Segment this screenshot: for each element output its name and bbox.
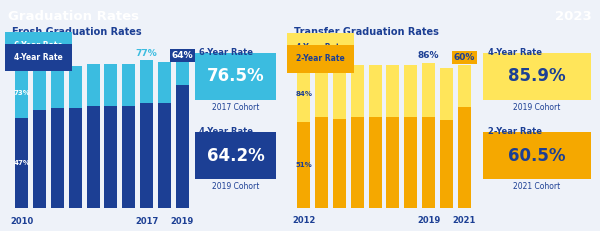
Bar — [33, 66, 46, 110]
Text: 86%: 86% — [418, 51, 439, 60]
Bar — [51, 66, 64, 108]
Bar — [458, 65, 470, 107]
Bar — [104, 106, 118, 208]
Bar — [386, 117, 400, 208]
Text: 76.5%: 76.5% — [206, 67, 265, 85]
Bar — [86, 64, 100, 106]
Bar — [368, 65, 382, 117]
Text: 2010: 2010 — [10, 216, 34, 225]
FancyBboxPatch shape — [195, 132, 276, 179]
Text: 2017: 2017 — [135, 216, 158, 225]
Text: 4-Year Rate: 4-Year Rate — [296, 43, 344, 52]
Text: 2-Year Rate: 2-Year Rate — [488, 127, 542, 136]
Text: 64.2%: 64.2% — [206, 147, 265, 165]
Text: 64%: 64% — [172, 51, 193, 60]
Bar — [33, 110, 46, 208]
Bar — [140, 60, 153, 103]
Text: 4-Year Rate: 4-Year Rate — [488, 48, 542, 57]
Bar — [440, 120, 453, 208]
Text: 2021: 2021 — [452, 216, 476, 225]
Bar — [368, 117, 382, 208]
Bar — [158, 103, 171, 208]
Bar — [386, 65, 400, 117]
Bar — [176, 85, 188, 208]
Text: Frosh Graduation Rates: Frosh Graduation Rates — [12, 27, 142, 37]
Text: 2019 Cohort: 2019 Cohort — [514, 103, 560, 112]
FancyBboxPatch shape — [195, 53, 276, 100]
Bar — [16, 118, 28, 208]
Text: Graduation Rates: Graduation Rates — [8, 10, 139, 23]
Text: 6-Year Rate: 6-Year Rate — [199, 48, 253, 57]
Bar — [51, 108, 64, 208]
Text: 73%: 73% — [13, 90, 30, 96]
Text: 85.9%: 85.9% — [508, 67, 566, 85]
Bar — [122, 64, 135, 106]
Text: 47%: 47% — [13, 160, 31, 166]
Text: 60.5%: 60.5% — [508, 147, 566, 165]
Text: 2017 Cohort: 2017 Cohort — [212, 103, 259, 112]
Bar — [122, 106, 135, 208]
Bar — [404, 65, 417, 117]
Bar — [351, 117, 364, 208]
Text: 2019: 2019 — [170, 216, 194, 225]
Text: 4-Year Rate: 4-Year Rate — [14, 53, 62, 62]
Bar — [69, 108, 82, 208]
Bar — [86, 106, 100, 208]
Bar — [298, 66, 310, 122]
Bar — [422, 63, 435, 117]
Bar — [16, 68, 28, 118]
Text: 77%: 77% — [136, 49, 157, 58]
Bar — [140, 103, 153, 208]
Text: 84%: 84% — [295, 91, 313, 97]
Text: 60%: 60% — [454, 53, 475, 62]
Text: 4-Year Rate: 4-Year Rate — [199, 127, 253, 136]
Bar — [104, 64, 118, 106]
Text: 2-Year Rate: 2-Year Rate — [296, 55, 344, 64]
Bar — [440, 68, 453, 120]
Text: 2019 Cohort: 2019 Cohort — [212, 182, 259, 191]
Text: 2023: 2023 — [556, 10, 592, 23]
Bar — [69, 66, 82, 108]
Bar — [333, 119, 346, 208]
FancyBboxPatch shape — [483, 132, 591, 179]
Bar — [315, 63, 328, 117]
Bar — [458, 107, 470, 208]
Bar — [298, 122, 310, 208]
Bar — [404, 117, 417, 208]
FancyBboxPatch shape — [483, 53, 591, 100]
Text: 2021 Cohort: 2021 Cohort — [514, 182, 560, 191]
Bar — [315, 117, 328, 208]
Bar — [422, 117, 435, 208]
Text: Transfer Graduation Rates: Transfer Graduation Rates — [294, 27, 439, 37]
Bar — [176, 62, 188, 85]
Text: 2012: 2012 — [292, 216, 316, 225]
Text: 51%: 51% — [295, 162, 312, 168]
Bar — [333, 65, 346, 119]
Bar — [158, 62, 171, 103]
Text: 6-Year Rate: 6-Year Rate — [14, 41, 62, 50]
Text: 2019: 2019 — [417, 216, 440, 225]
Bar — [351, 65, 364, 117]
